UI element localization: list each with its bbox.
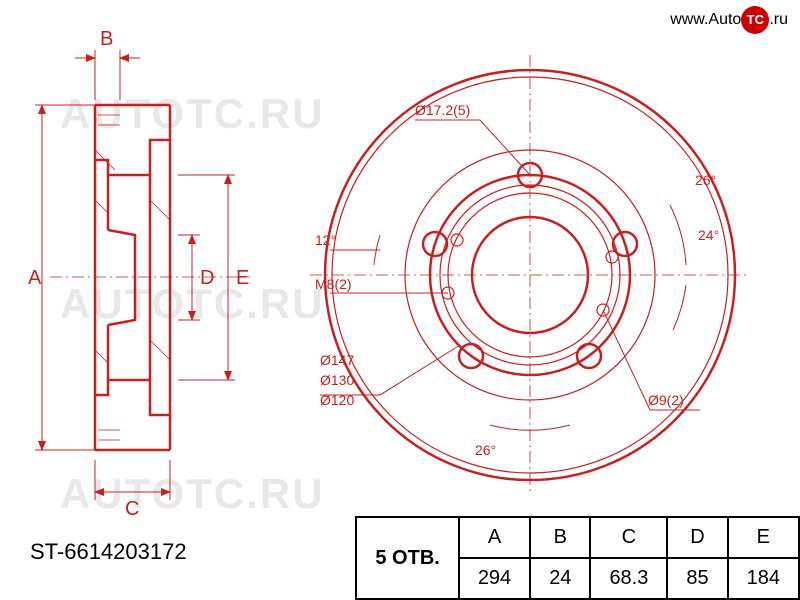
annot-angle4: 12°	[315, 232, 336, 248]
annot-angle2: 24°	[698, 227, 719, 243]
logo-badge: TC	[741, 6, 769, 34]
logo-prefix: www.Auto	[670, 11, 741, 28]
dim-label-b: B	[100, 28, 113, 50]
table-val-d: 85	[667, 558, 727, 599]
table-col-b: B	[530, 517, 590, 558]
table-col-a: A	[459, 517, 530, 558]
annot-small-hole: Ø9(2)	[648, 392, 684, 408]
logo-suffix: .ru	[769, 11, 788, 28]
table-val-b: 24	[530, 558, 590, 599]
technical-drawing: A B C D E	[0, 0, 800, 600]
table-val-a: 294	[459, 558, 530, 599]
table-col-e: E	[728, 517, 799, 558]
table-header-label: 5 ОТВ.	[356, 517, 458, 599]
annot-dia2: Ø130	[320, 372, 354, 388]
site-logo: www.AutoTC.ru	[670, 6, 788, 34]
annot-bolt-hole: Ø17.2(5)	[415, 102, 470, 118]
annot-thread: M8(2)	[315, 276, 352, 292]
table-val-e: 184	[728, 558, 799, 599]
dim-label-e: E	[236, 267, 249, 289]
annot-dia1: Ø147	[320, 352, 354, 368]
annot-angle1: 26°	[695, 172, 716, 188]
dim-label-a: A	[28, 267, 42, 289]
table-val-c: 68.3	[590, 558, 667, 599]
annot-angle3: 26°	[475, 442, 496, 458]
front-view: Ø17.2(5) 26° 24° 12° M8(2) Ø147 Ø130 Ø12…	[310, 55, 750, 495]
dim-label-c: C	[125, 498, 139, 520]
part-number: ST-6614203172	[30, 539, 187, 565]
table-col-c: C	[590, 517, 667, 558]
dim-label-d: D	[200, 267, 214, 289]
annot-dia3: Ø120	[320, 392, 354, 408]
side-view: A B C D E	[28, 28, 250, 520]
table-col-d: D	[667, 517, 727, 558]
dimension-table: 5 ОТВ. A B C D E 294 24 68.3 85 184	[355, 516, 800, 600]
